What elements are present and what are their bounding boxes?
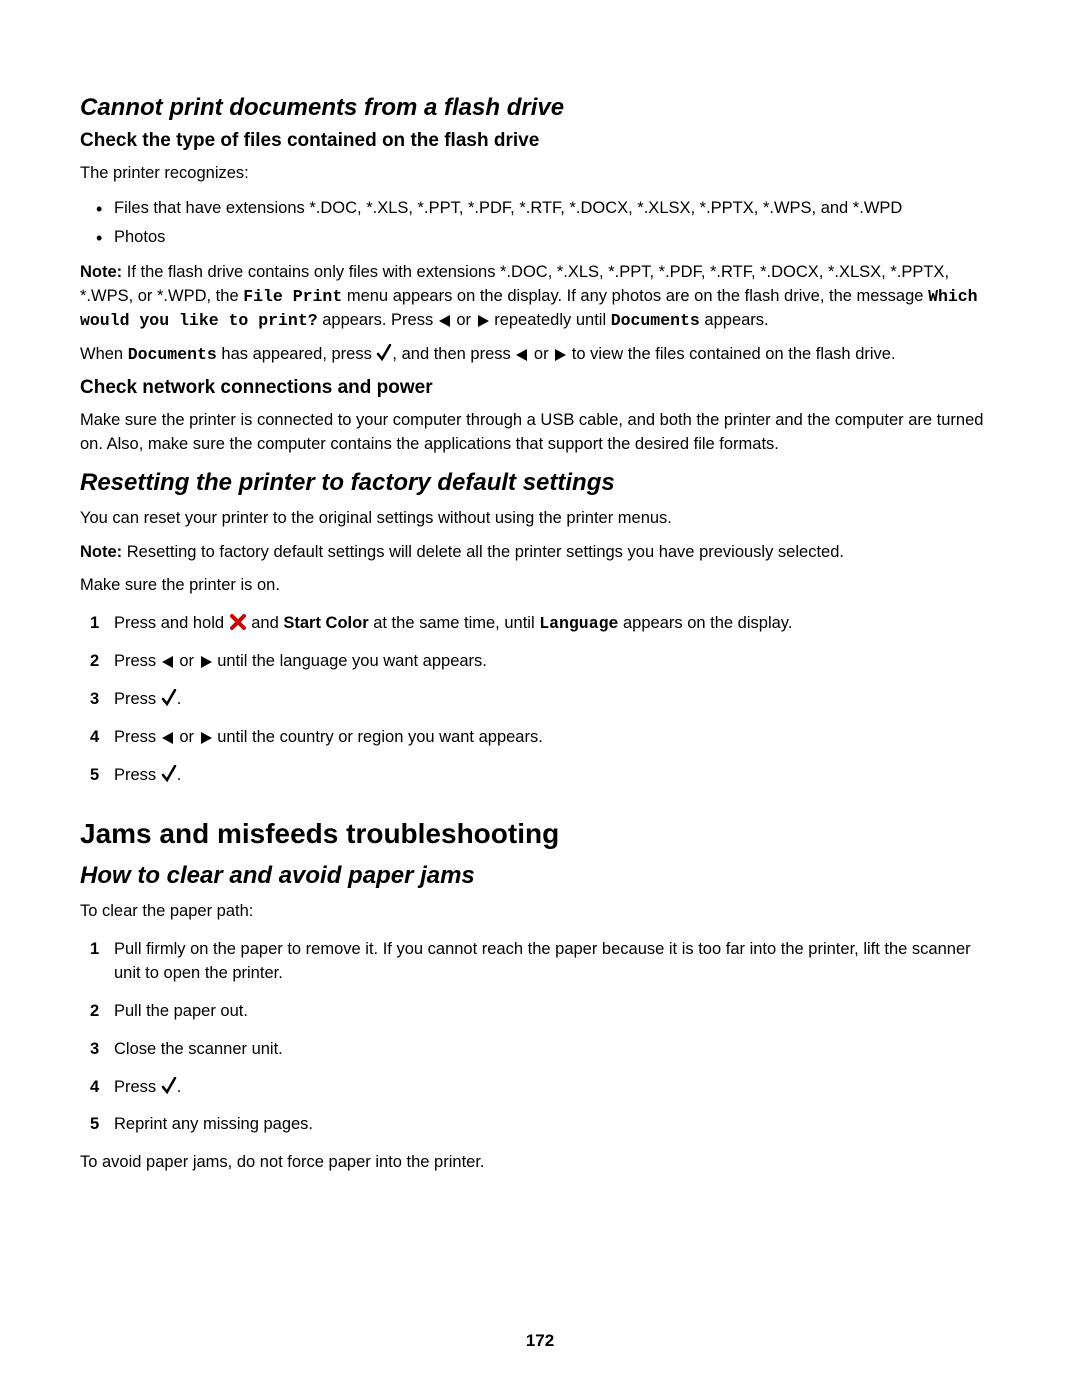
note-flash-drive: Note: If the flash drive contains only f… xyxy=(80,261,1000,333)
reset-note: Note: Resetting to factory default setti… xyxy=(80,541,1000,565)
note-text: menu appears on the display. If any phot… xyxy=(342,287,928,305)
subheading-check-types: Check the type of files contained on the… xyxy=(80,130,1000,152)
step-text: Press and hold xyxy=(114,614,229,632)
when-text: to view the files contained on the flash… xyxy=(567,345,895,363)
reset-note-text: Resetting to factory default settings wi… xyxy=(122,543,844,561)
left-arrow-icon xyxy=(515,348,529,362)
x-icon xyxy=(229,613,247,631)
when-documents: When Documents has appeared, press , and… xyxy=(80,343,1000,367)
note-text: or xyxy=(452,311,476,329)
step: Press and hold and Start Color at the sa… xyxy=(114,612,1000,636)
language-mono: Language xyxy=(539,614,618,633)
step: Press or until the country or region you… xyxy=(114,726,1000,750)
step-text: until the language you want appears. xyxy=(213,652,487,670)
step: Reprint any missing pages. xyxy=(114,1113,1000,1137)
step: Press . xyxy=(114,1076,1000,1100)
heading-jams: Jams and misfeeds troubleshooting xyxy=(80,818,1000,850)
when-text: , and then press xyxy=(392,345,515,363)
step: Press . xyxy=(114,688,1000,712)
reset-p1: You can reset your printer to the origin… xyxy=(80,507,1000,531)
clear-intro: To clear the paper path: xyxy=(80,900,1000,924)
page-number: 172 xyxy=(0,1331,1080,1351)
documents-mono: Documents xyxy=(611,311,700,330)
bullet-item: Photos xyxy=(114,225,1000,251)
bullet-item: Files that have extensions *.DOC, *.XLS,… xyxy=(114,196,1000,222)
page: Cannot print documents from a flash driv… xyxy=(0,0,1080,1397)
step-text: Press xyxy=(114,766,161,784)
step: Pull firmly on the paper to remove it. I… xyxy=(114,938,1000,986)
heading-cannot-print: Cannot print documents from a flash driv… xyxy=(80,94,1000,122)
when-text: When xyxy=(80,345,128,363)
step-text: . xyxy=(177,766,182,784)
subheading-check-network: Check network connections and power xyxy=(80,377,1000,399)
note-label: Note: xyxy=(80,543,122,561)
step-text: Press xyxy=(114,728,161,746)
step-text: or xyxy=(175,728,199,746)
jam-steps: Pull firmly on the paper to remove it. I… xyxy=(80,938,1000,1138)
heading-resetting: Resetting the printer to factory default… xyxy=(80,469,1000,497)
note-text: appears. Press xyxy=(318,311,438,329)
step: Pull the paper out. xyxy=(114,1000,1000,1024)
step-text: until the country or region you want app… xyxy=(213,728,543,746)
file-print-mono: File Print xyxy=(243,287,342,306)
jam-outro: To avoid paper jams, do not force paper … xyxy=(80,1151,1000,1175)
when-text: has appeared, press xyxy=(217,345,377,363)
check-icon xyxy=(161,1077,177,1095)
intro-recognizes: The printer recognizes: xyxy=(80,162,1000,186)
step: Press . xyxy=(114,764,1000,788)
note-label: Note: xyxy=(80,263,122,281)
left-arrow-icon xyxy=(161,655,175,669)
right-arrow-icon xyxy=(199,655,213,669)
step-text: . xyxy=(177,690,182,708)
when-text: or xyxy=(529,345,553,363)
step: Close the scanner unit. xyxy=(114,1038,1000,1062)
check-icon xyxy=(161,765,177,783)
step-text: . xyxy=(177,1078,182,1096)
step-text: at the same time, until xyxy=(369,614,540,632)
step-text: appears on the display. xyxy=(618,614,792,632)
network-para: Make sure the printer is connected to yo… xyxy=(80,409,1000,457)
check-icon xyxy=(161,689,177,707)
subheading-clear-jams: How to clear and avoid paper jams xyxy=(80,862,1000,890)
step: Press or until the language you want app… xyxy=(114,650,1000,674)
reset-steps: Press and hold and Start Color at the sa… xyxy=(80,612,1000,788)
documents-mono: Documents xyxy=(128,345,217,364)
check-icon xyxy=(376,344,392,362)
right-arrow-icon xyxy=(476,314,490,328)
bullet-list: Files that have extensions *.DOC, *.XLS,… xyxy=(80,196,1000,251)
left-arrow-icon xyxy=(161,731,175,745)
right-arrow-icon xyxy=(199,731,213,745)
step-text: and xyxy=(247,614,284,632)
step-text: Press xyxy=(114,652,161,670)
note-text: repeatedly until xyxy=(490,311,611,329)
reset-p2: Make sure the printer is on. xyxy=(80,574,1000,598)
note-text: appears. xyxy=(700,311,769,329)
step-text: or xyxy=(175,652,199,670)
start-color: Start Color xyxy=(283,614,368,632)
right-arrow-icon xyxy=(553,348,567,362)
step-text: Press xyxy=(114,1078,161,1096)
step-text: Press xyxy=(114,690,161,708)
left-arrow-icon xyxy=(438,314,452,328)
